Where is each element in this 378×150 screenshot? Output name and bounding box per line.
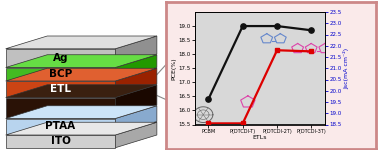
- Text: PTAA: PTAA: [45, 121, 76, 131]
- Text: Ag: Ag: [53, 53, 68, 63]
- Polygon shape: [115, 36, 157, 67]
- Polygon shape: [6, 135, 115, 148]
- Polygon shape: [6, 68, 157, 81]
- Polygon shape: [6, 81, 115, 97]
- Text: ITO: ITO: [51, 136, 70, 146]
- Polygon shape: [6, 118, 115, 134]
- Polygon shape: [6, 68, 115, 80]
- Y-axis label: Jsc(mA cm⁻²): Jsc(mA cm⁻²): [343, 48, 349, 89]
- Polygon shape: [6, 49, 115, 67]
- Polygon shape: [6, 122, 157, 135]
- Polygon shape: [115, 85, 157, 118]
- Polygon shape: [115, 55, 157, 80]
- Polygon shape: [6, 98, 115, 118]
- Polygon shape: [6, 55, 157, 68]
- Text: ETL: ETL: [50, 84, 71, 94]
- Polygon shape: [115, 68, 157, 97]
- Polygon shape: [6, 36, 157, 49]
- Text: BCP: BCP: [49, 69, 72, 79]
- Polygon shape: [115, 122, 157, 148]
- Y-axis label: PCE(%): PCE(%): [172, 57, 177, 80]
- Polygon shape: [6, 106, 157, 119]
- X-axis label: ETLs: ETLs: [253, 135, 267, 140]
- Polygon shape: [115, 106, 157, 134]
- Polygon shape: [6, 85, 157, 98]
